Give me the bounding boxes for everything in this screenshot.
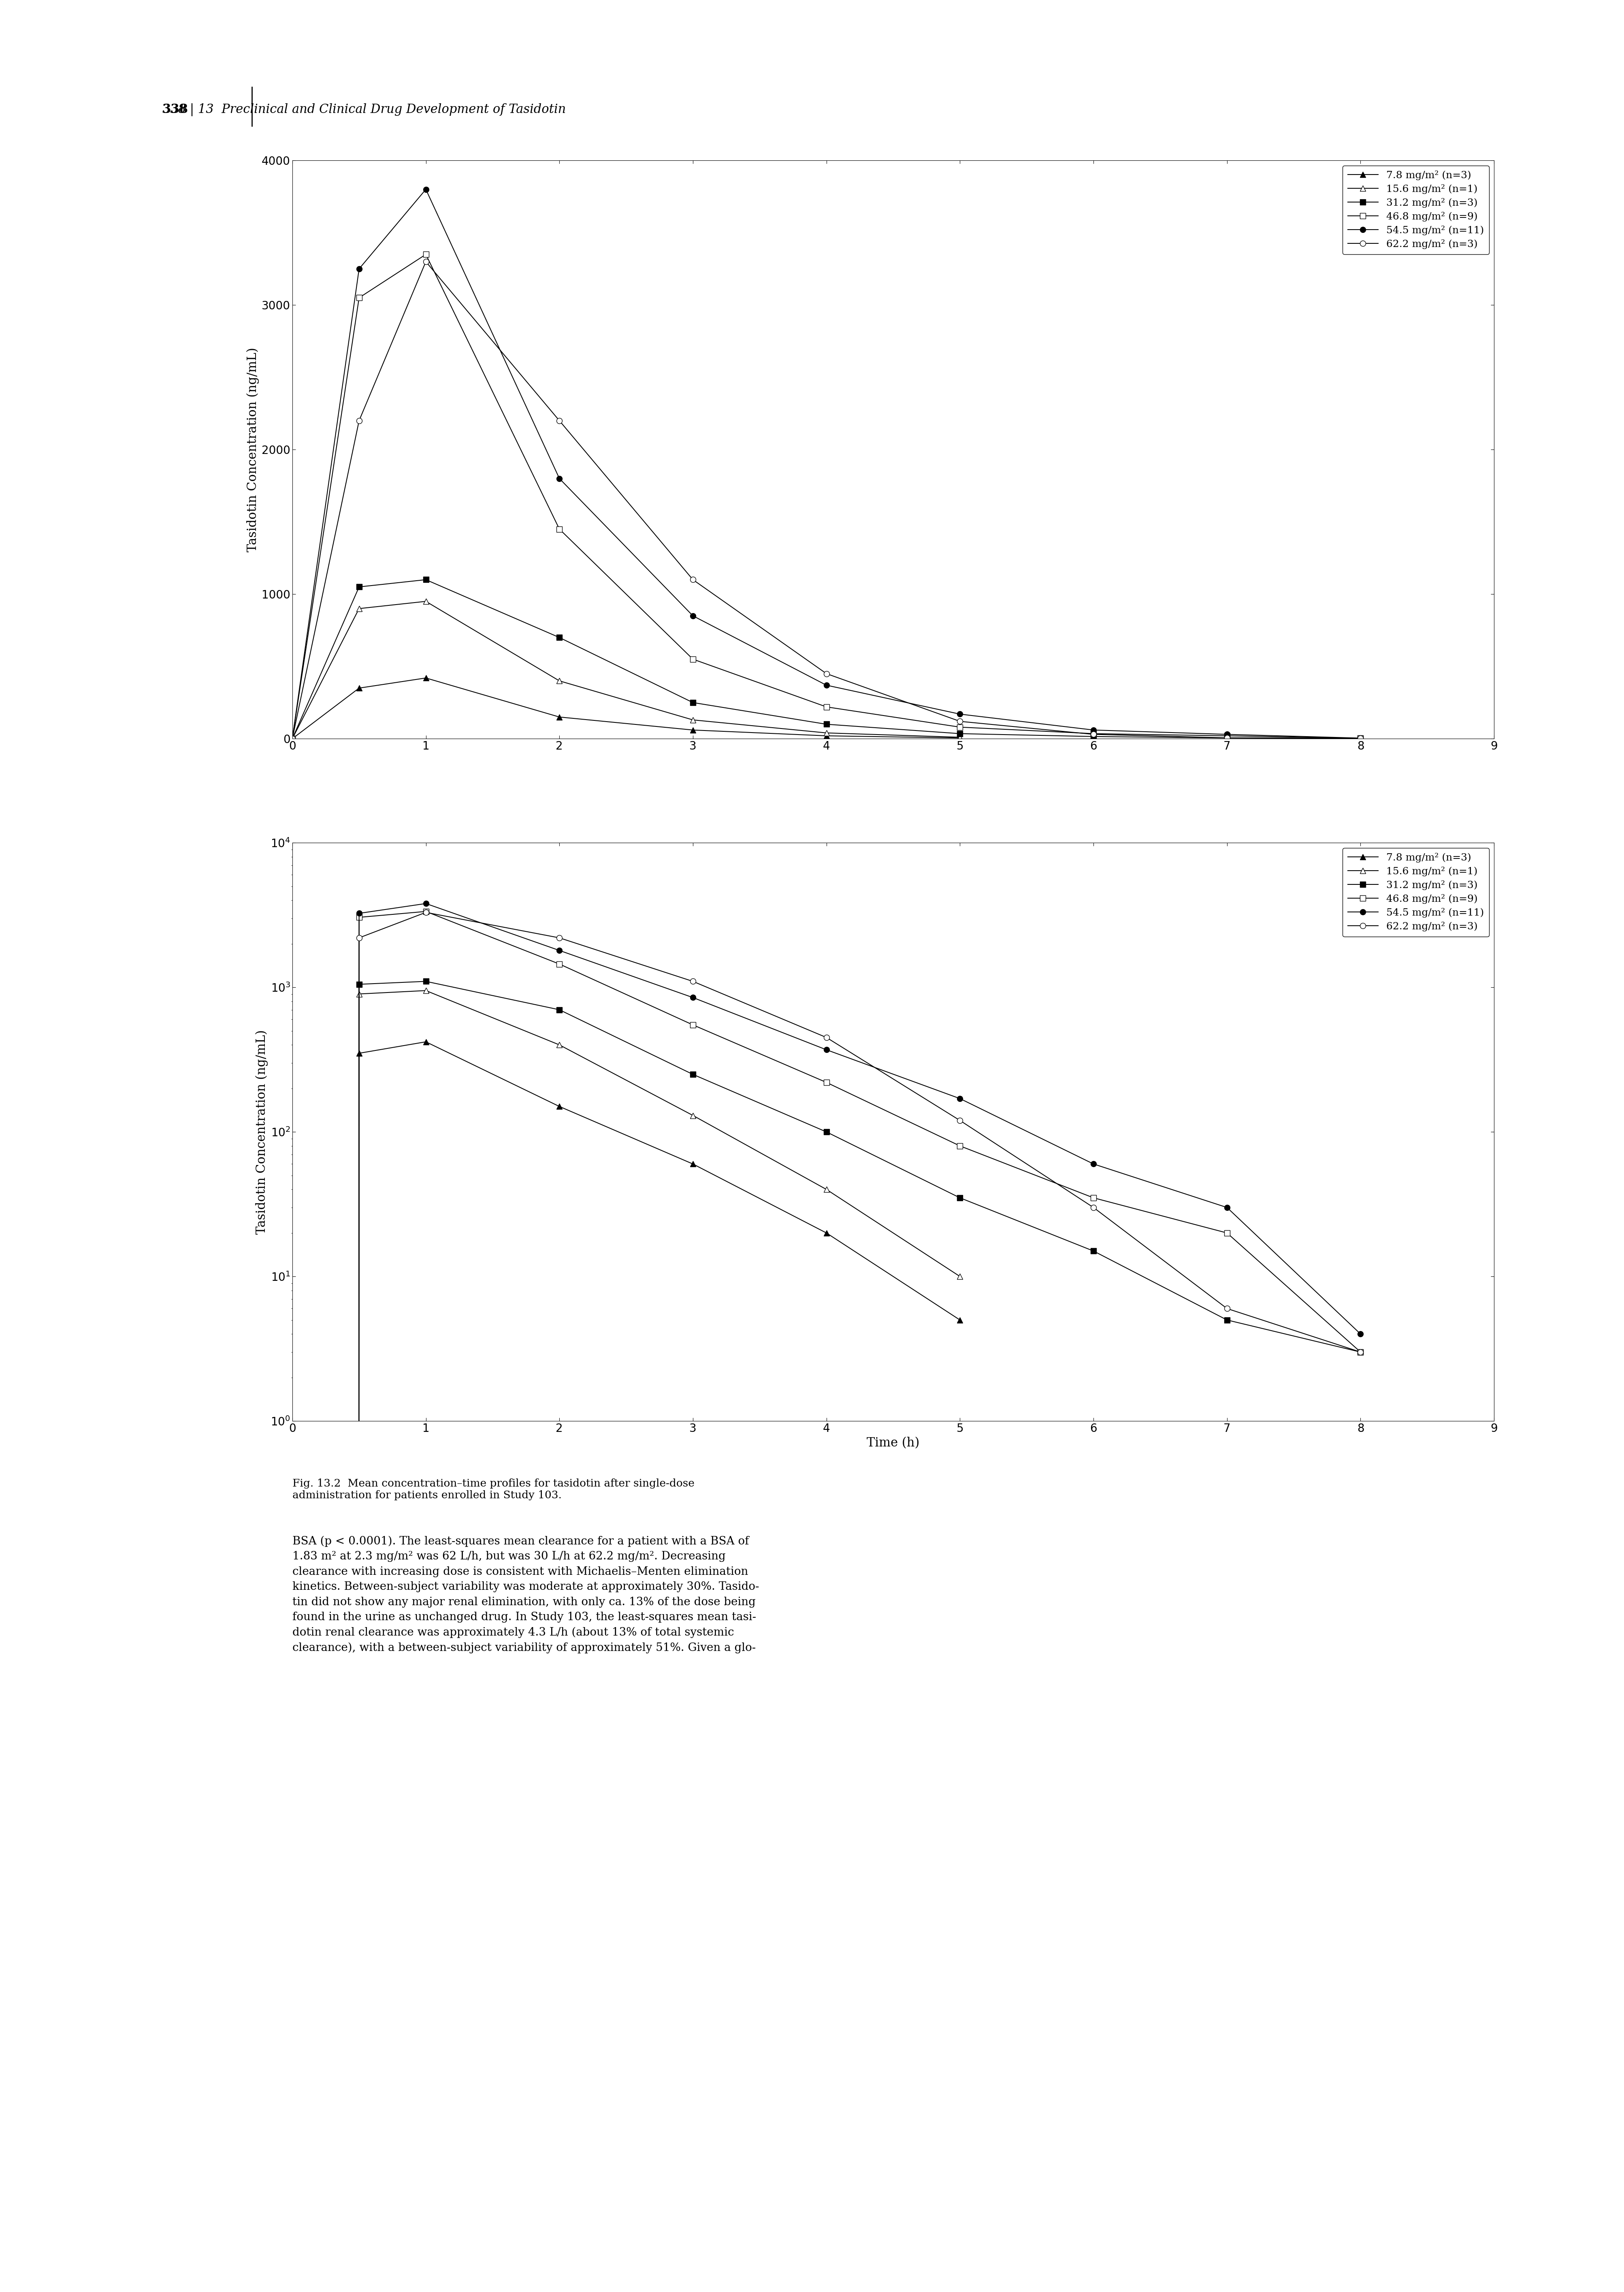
Text: 338: 338 bbox=[162, 103, 188, 115]
Legend: 7.8 mg/m² (n=3), 15.6 mg/m² (n=1), 31.2 mg/m² (n=3), 46.8 mg/m² (n=9), 54.5 mg/m: 7.8 mg/m² (n=3), 15.6 mg/m² (n=1), 31.2 … bbox=[1343, 165, 1489, 254]
Text: BSA (p < 0.0001). The least-squares mean clearance for a patient with a BSA of
1: BSA (p < 0.0001). The least-squares mean… bbox=[292, 1536, 758, 1653]
Y-axis label: Tasidotin Concentration (ng/mL): Tasidotin Concentration (ng/mL) bbox=[247, 348, 260, 552]
Text: 338 | 13  Preclinical and Clinical Drug Development of Tasidotin: 338 | 13 Preclinical and Clinical Drug D… bbox=[162, 103, 565, 117]
Legend: 7.8 mg/m² (n=3), 15.6 mg/m² (n=1), 31.2 mg/m² (n=3), 46.8 mg/m² (n=9), 54.5 mg/m: 7.8 mg/m² (n=3), 15.6 mg/m² (n=1), 31.2 … bbox=[1343, 848, 1489, 937]
X-axis label: Time (h): Time (h) bbox=[867, 1437, 919, 1449]
Text: Fig. 13.2  Mean concentration–time profiles for tasidotin after single-dose
admi: Fig. 13.2 Mean concentration–time profil… bbox=[292, 1478, 695, 1501]
Y-axis label: Tasidotin Concentration (ng/mL): Tasidotin Concentration (ng/mL) bbox=[255, 1029, 268, 1233]
